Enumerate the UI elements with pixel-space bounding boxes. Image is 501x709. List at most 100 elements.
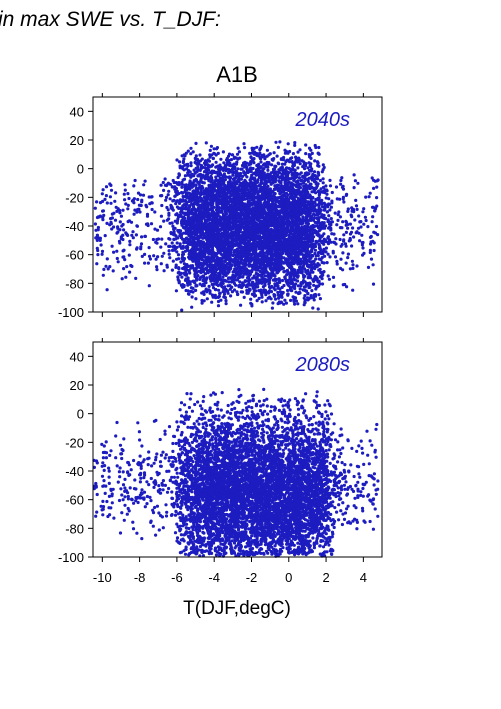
scatter-point <box>274 277 278 282</box>
scatter-point <box>276 145 280 149</box>
scatter-point <box>189 152 193 156</box>
scatter-point <box>150 195 154 199</box>
scatter-point <box>240 167 244 171</box>
scatter-point <box>184 236 189 240</box>
scatter-point <box>280 295 284 299</box>
scatter-point <box>243 146 247 150</box>
scatter-point <box>360 233 364 237</box>
scatter-point <box>184 229 188 233</box>
scatter-point <box>165 263 169 267</box>
scatter-point <box>122 267 126 271</box>
scatter-point <box>174 289 178 293</box>
scatter-point <box>228 161 232 166</box>
scatter-point <box>312 170 317 174</box>
scatter-point <box>370 176 374 180</box>
scatter-point <box>128 243 132 247</box>
scatter-point <box>189 164 193 168</box>
scatter-point <box>331 275 336 279</box>
scatter-point <box>182 283 186 288</box>
scatter-point <box>332 284 336 288</box>
scatter-point <box>313 159 317 163</box>
scatter-point <box>167 249 171 253</box>
scatter-point <box>272 151 276 155</box>
scatter-point <box>327 226 331 230</box>
scatter-point <box>346 226 350 230</box>
scatter-point <box>313 204 317 208</box>
scatter-point <box>283 151 287 155</box>
scatter-point <box>326 274 330 278</box>
scatter-point <box>346 252 350 256</box>
scatter-point <box>198 282 202 286</box>
scatter-point <box>354 198 358 202</box>
scatter-point <box>170 241 174 245</box>
scatter-point <box>103 234 107 238</box>
scatter-point <box>159 262 163 266</box>
scatter-point <box>155 228 160 232</box>
scatter-point <box>355 207 359 211</box>
scatter-point <box>202 170 207 174</box>
scatter-point <box>180 308 184 312</box>
scatter-point <box>311 306 315 310</box>
scatter-point <box>195 278 199 282</box>
scatter-point <box>165 205 169 210</box>
scatter-point <box>341 251 345 255</box>
scatter-point <box>115 249 119 253</box>
scatter-point <box>193 156 197 160</box>
scatter-point <box>158 225 163 229</box>
scatter-point <box>271 158 275 162</box>
scatter-point <box>364 195 368 199</box>
scatter-point <box>162 269 166 273</box>
scatter-point <box>122 192 126 196</box>
scatter-point <box>191 150 195 154</box>
scatter-point <box>242 170 246 174</box>
scatter-point <box>328 178 332 182</box>
scatter-point <box>291 152 295 156</box>
scatter-point <box>236 167 240 171</box>
scatter-point <box>124 231 128 235</box>
scatter-point <box>237 176 241 180</box>
scatter-point <box>231 173 235 177</box>
scatter-point <box>361 246 365 250</box>
scatter-point <box>224 279 228 283</box>
scatter-point <box>265 148 269 152</box>
scatter-point <box>252 181 256 185</box>
scatter-point <box>273 297 278 301</box>
scatter-point <box>212 147 216 151</box>
scatter-point <box>119 214 123 218</box>
scatter-point <box>264 299 268 303</box>
scatter-point <box>303 294 307 298</box>
scatter-point <box>243 279 247 283</box>
scatter-point <box>273 172 277 176</box>
scatter-point <box>268 152 272 156</box>
figure-title: A1B <box>216 62 258 87</box>
scatter-point <box>351 288 355 292</box>
scatter-point <box>100 192 104 196</box>
scatter-point <box>281 266 285 270</box>
scatter-point <box>175 257 179 261</box>
scatter-point <box>156 255 160 259</box>
scatter-point <box>193 212 197 216</box>
scatter-point <box>101 273 105 277</box>
scatter-point <box>312 293 316 297</box>
scatter-point <box>132 184 136 188</box>
scatter-point <box>126 207 130 211</box>
scatter-point <box>134 233 138 237</box>
scatter-point <box>341 268 345 272</box>
scatter-point <box>191 279 195 283</box>
scatter-point <box>126 192 130 196</box>
scatter-point <box>341 187 346 191</box>
scatter-point <box>242 295 246 299</box>
scatter-point <box>216 295 221 299</box>
scatter-point <box>164 195 169 199</box>
scatter-point <box>306 298 310 302</box>
scatter-point <box>112 250 116 254</box>
scatter-point <box>313 248 318 252</box>
scatter-point <box>277 278 281 282</box>
scatter-point <box>214 216 219 221</box>
scatter-point <box>344 193 348 197</box>
scatter-point <box>270 306 274 310</box>
scatter-point <box>375 185 379 189</box>
scatter-point <box>197 239 201 244</box>
scatter-point <box>339 178 343 183</box>
scatter-point <box>155 268 159 272</box>
